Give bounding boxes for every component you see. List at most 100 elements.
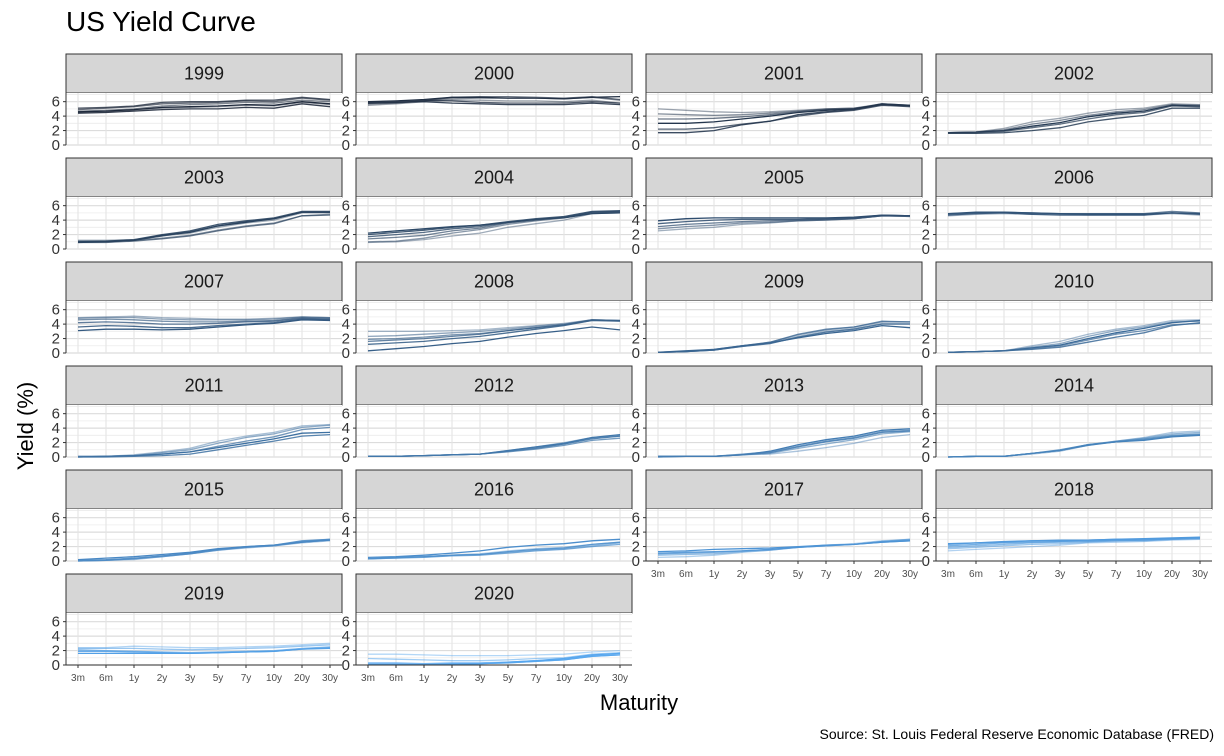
yield-curve-line [947, 319, 1201, 353]
y-tick-label: 6 [922, 94, 930, 111]
yield-curve-line [77, 101, 331, 114]
y-tick-label: 2 [632, 539, 640, 556]
yield-curve-line [367, 319, 621, 343]
yield-curve-line [77, 646, 331, 654]
y-tick-label: 6 [342, 406, 350, 423]
x-tick-label: 7y [821, 569, 832, 580]
yield-curve-line [367, 212, 621, 244]
y-tick-label: 4 [922, 212, 930, 229]
x-tick-label: 10y [266, 673, 282, 684]
y-tick-label: 6 [52, 302, 60, 319]
y-tick-label: 2 [632, 123, 640, 140]
facet-strip [65, 365, 343, 406]
yield-curve-line [77, 97, 331, 111]
plot-background [66, 509, 342, 561]
y-tick-label: 0 [632, 449, 640, 466]
y-tick-label: 4 [632, 212, 640, 229]
y-tick-label: 2 [632, 331, 640, 348]
yield-curve-line [947, 103, 1201, 134]
y-tick-label: 4 [632, 524, 640, 541]
y-tick-label: 6 [632, 94, 640, 111]
yield-curve-line [948, 107, 1200, 135]
facet-strip [355, 261, 633, 302]
x-tick-label: 10y [846, 569, 862, 580]
y-tick-label: 0 [342, 137, 350, 154]
yield-curve-line [657, 324, 911, 353]
yield-curve-line [368, 433, 621, 457]
y-tick-label: 0 [342, 657, 350, 674]
y-tick-label: 4 [52, 628, 60, 645]
x-tick-label: 3m [651, 569, 665, 580]
x-tick-label: 3y [185, 673, 196, 684]
x-tick-label: 3m [71, 673, 85, 684]
yield-curve-line [657, 214, 911, 222]
y-tick-label: 2 [342, 539, 350, 556]
yield-curve-line [367, 541, 621, 560]
yield-curve-line [77, 316, 331, 323]
yield-curve-line [78, 647, 331, 655]
facet-strip-label: 2016 [474, 480, 514, 500]
x-tick-label: 6m [389, 673, 403, 684]
y-tick-label: 6 [922, 198, 930, 215]
y-tick-label: 4 [342, 108, 350, 125]
yield-curve-line [77, 103, 331, 114]
yield-curve-line [78, 214, 331, 244]
y-tick-label: 6 [52, 510, 60, 527]
y-tick-label: 2 [922, 435, 930, 452]
plot-background [936, 509, 1212, 561]
yield-curve-line [367, 543, 621, 560]
y-tick-label: 2 [52, 643, 60, 660]
yield-curve-line [78, 642, 331, 649]
facet-strip-label: 2017 [764, 480, 804, 500]
yield-curve-line [77, 431, 331, 458]
y-tick-label: 6 [342, 510, 350, 527]
y-tick-label: 6 [52, 94, 60, 111]
y-tick-label: 2 [52, 227, 60, 244]
facet-strip-label: 2004 [474, 168, 514, 188]
facet-strip-label: 2002 [1054, 64, 1094, 84]
yield-curve-line [77, 538, 331, 561]
x-tick-label: 10y [556, 673, 572, 684]
yield-curve-line [658, 103, 911, 134]
y-tick-label: 0 [52, 241, 60, 258]
y-tick-label: 0 [52, 553, 60, 570]
y-tick-label: 4 [342, 212, 350, 229]
yield-curve-line [77, 210, 330, 243]
yield-curve-line [947, 104, 1201, 134]
y-tick-label: 4 [342, 316, 350, 333]
facet-strip [65, 157, 343, 198]
y-tick-label: 6 [632, 302, 640, 319]
yield-curve-line [367, 99, 621, 106]
y-tick-label: 4 [922, 524, 930, 541]
facet-strip-label: 2019 [184, 584, 224, 604]
x-tick-label: 6m [969, 569, 983, 580]
y-tick-label: 0 [52, 137, 60, 154]
yield-curve-line [77, 319, 331, 332]
yield-curve-line [367, 210, 621, 238]
x-tick-label: 6m [679, 569, 693, 580]
facet-strip [645, 53, 923, 94]
x-tick-label: 1y [129, 673, 140, 684]
facet-strip [355, 365, 633, 406]
yield-curve-line [658, 103, 911, 124]
y-tick-label: 2 [632, 227, 640, 244]
y-tick-label: 4 [632, 316, 640, 333]
y-tick-label: 2 [342, 227, 350, 244]
facet-strip-label: 2000 [474, 64, 514, 84]
facet-strip-label: 2015 [184, 480, 224, 500]
y-tick-label: 2 [922, 227, 930, 244]
yield-curve-line [368, 652, 621, 665]
y-tick-label: 6 [342, 302, 350, 319]
y-tick-label: 2 [922, 331, 930, 348]
yield-curve-line [77, 318, 331, 329]
